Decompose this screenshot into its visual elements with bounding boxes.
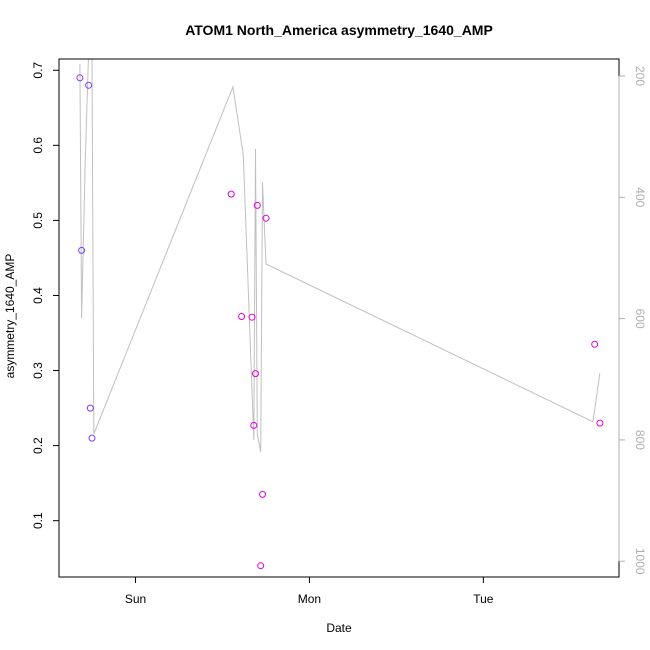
data-point (248, 313, 256, 321)
data-point (262, 214, 270, 222)
data-point (259, 490, 266, 498)
y-tick-label: 0.7 (31, 62, 45, 79)
y-axis: 0.1 0.2 0.3 0.4 0.5 0.6 0.7 (31, 62, 60, 529)
chart-title: ATOM1 North_America asymmetry_1640_AMP (185, 22, 493, 38)
y-tick-label: 0.3 (31, 362, 45, 379)
y-tick-label: 0.6 (31, 137, 45, 154)
data-point (76, 74, 84, 82)
x-axis-label: Date (326, 621, 352, 635)
x-tick-label: Tue (473, 592, 494, 606)
data-point (86, 404, 94, 412)
series-line (79, 59, 601, 453)
points-layer (76, 74, 604, 570)
data-point (257, 562, 265, 570)
y-axis-label: asymmetry_1640_AMP (3, 254, 17, 379)
plot-frame (58, 58, 620, 578)
data-point (78, 246, 86, 254)
data-point (250, 421, 258, 429)
data-point (85, 81, 93, 89)
y2-tick-label: 600 (633, 309, 647, 329)
data-point (591, 340, 599, 348)
y2-axis: 200 400 600 800 1000 (618, 66, 647, 575)
y-tick-label: 0.5 (31, 212, 45, 229)
data-point (88, 434, 96, 442)
y-tick-label: 0.4 (31, 287, 45, 304)
y2-tick-label: 400 (633, 187, 647, 207)
data-point (227, 190, 235, 198)
data-point (252, 370, 259, 378)
x-tick-label: Sun (125, 592, 146, 606)
y-tick-label: 0.1 (31, 512, 45, 529)
line-layer (79, 59, 601, 453)
y2-tick-label: 200 (633, 66, 647, 86)
y-tick-label: 0.2 (31, 437, 45, 454)
x-tick-label: Mon (298, 592, 321, 606)
x-axis: Sun Mon Tue (125, 576, 494, 606)
data-point (253, 201, 261, 209)
data-point (238, 313, 246, 320)
data-point (596, 419, 604, 427)
y2-tick-label: 800 (633, 430, 647, 450)
y2-tick-label: 1000 (633, 548, 647, 575)
